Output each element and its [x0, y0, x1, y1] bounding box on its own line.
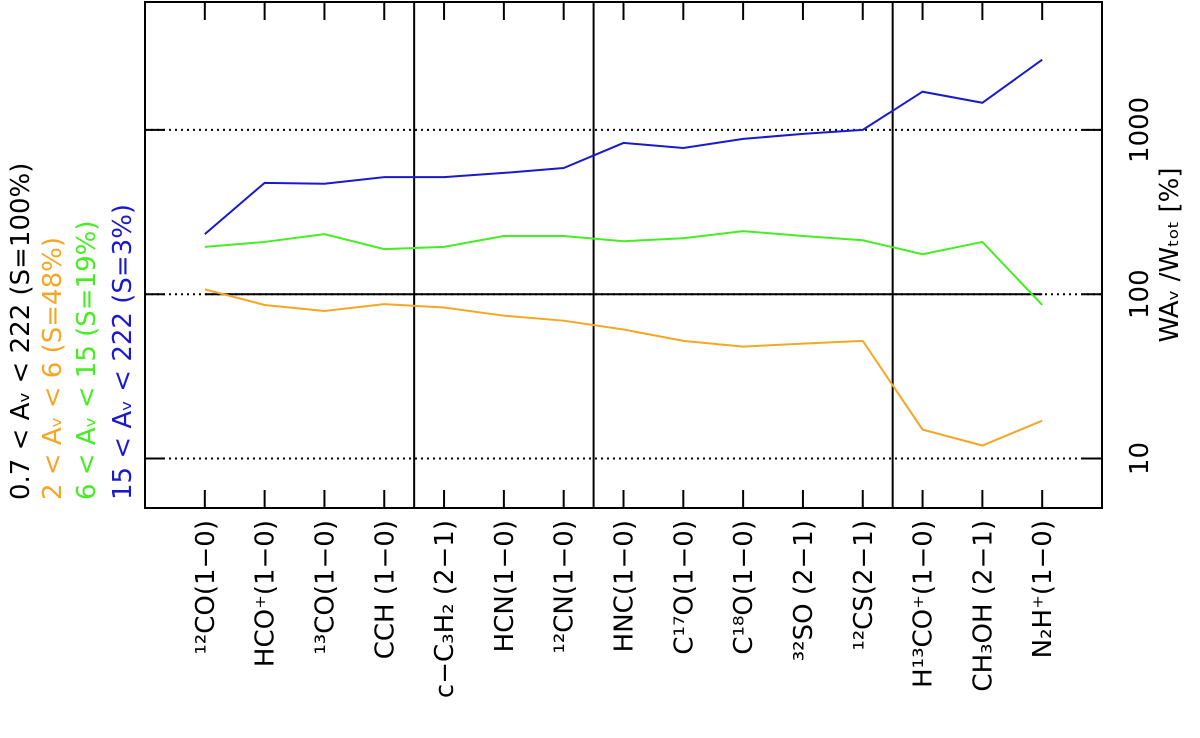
x-tick-label: HCO⁺(1−0): [251, 520, 281, 667]
y-tick-label: 100: [1125, 269, 1155, 319]
x-tick-label: c−C₃H₂ (2−1): [430, 520, 460, 698]
x-tick-label: HNC(1−0): [610, 520, 640, 652]
x-tick-label: ¹³CO(1−0): [310, 520, 340, 655]
x-tick-label: ³²SO (2−1): [789, 520, 819, 661]
legend-entry: 0.7 < Aᵥ < 222 (S=100%): [6, 163, 36, 500]
series-line: [204, 58, 1043, 235]
x-tick-label: ¹²CO(1−0): [191, 520, 221, 655]
x-tick-label: C¹⁸O(1−0): [729, 520, 759, 655]
series-line: [204, 288, 1043, 447]
x-tick-label: CH₃OH (2−1): [968, 520, 998, 692]
x-tick-label: CCH (1−0): [370, 520, 400, 659]
y-tick-label: 1000: [1125, 97, 1155, 163]
plot-frame: [144, 1, 1103, 509]
x-tick-label: ¹²CS(2−1): [849, 520, 879, 651]
legend-entry: 2 < Aᵥ < 6 (S=48%): [38, 237, 68, 500]
series-line: [204, 230, 1043, 306]
y-axis-label: WAᵥ /Wₜₒₜ [%]: [1155, 168, 1185, 343]
x-tick-label: HCN(1−0): [490, 520, 520, 652]
legend-entry: 15 < Aᵥ < 222 (S=3%): [108, 204, 138, 500]
x-tick-label: H¹³CO⁺(1−0): [909, 520, 939, 688]
x-tick-label: C¹⁷O(1−0): [669, 520, 699, 655]
y-tick-label: 10: [1125, 442, 1155, 475]
legend-entry: 6 < Aᵥ < 15 (S=19%): [72, 220, 102, 500]
x-tick-label: N₂H⁺(1−0): [1028, 520, 1058, 658]
x-tick-label: ¹²CN(1−0): [550, 520, 580, 654]
